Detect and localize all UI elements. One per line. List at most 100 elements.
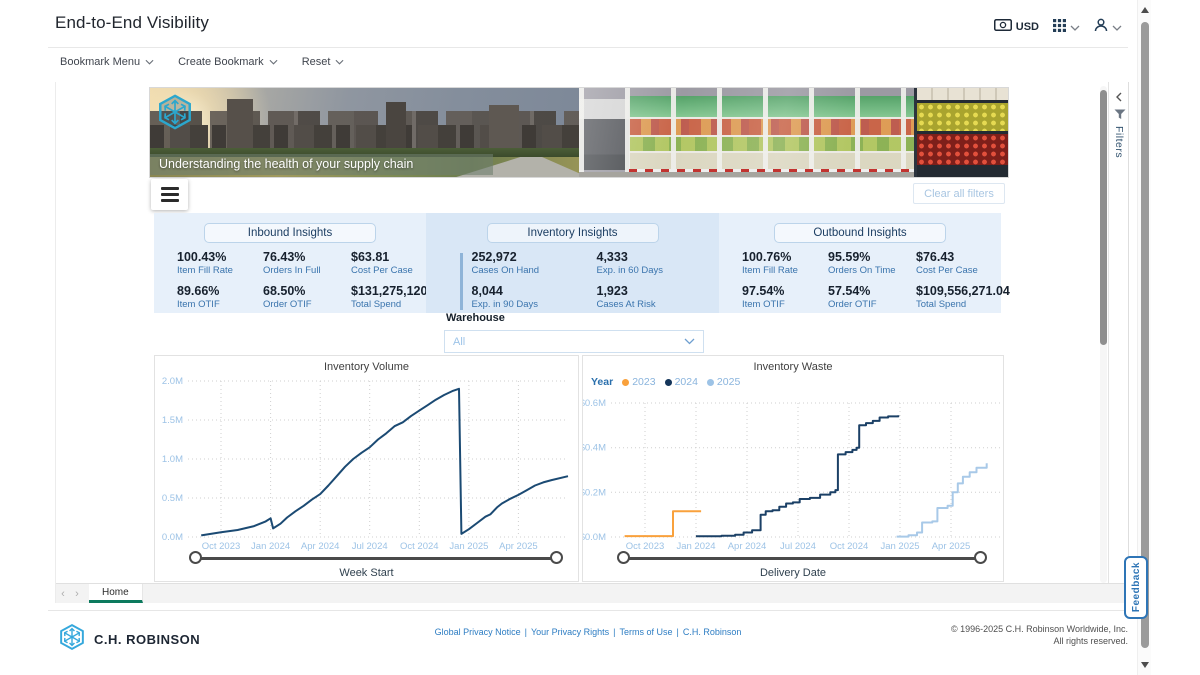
metric: $76.43 Cost Per Case <box>916 250 978 277</box>
slider-handle-right[interactable] <box>974 551 987 564</box>
page-tab-bar: ‹ › Home <box>56 583 1128 603</box>
header-actions: USD <box>993 18 1122 35</box>
currency-selector[interactable]: USD <box>993 19 1039 34</box>
svg-text:Jan 2025: Jan 2025 <box>880 541 919 552</box>
svg-text:Oct 2023: Oct 2023 <box>202 541 241 552</box>
svg-text:0.0M: 0.0M <box>162 532 183 543</box>
inventory-volume-chart: Inventory Volume 2.0M 1.5M 1.0M 0.5M 0.0M Oct… <box>154 355 579 582</box>
feedback-tab[interactable]: Feedback <box>1124 556 1148 619</box>
chevron-down-icon <box>335 56 344 68</box>
chevron-down-icon <box>684 336 695 348</box>
metric: 4,333 Exp. in 60 Days <box>596 250 664 277</box>
clear-all-filters-button[interactable]: Clear all filters <box>913 183 1005 204</box>
chart-x-axis-label: Week Start <box>339 567 394 579</box>
metric: 100.43% Item Fill Rate <box>177 250 233 277</box>
inventory-insights-panel: Inventory Insights 252,972 Cases On Hand … <box>426 213 719 313</box>
feedback-label: Feedback <box>1130 562 1142 613</box>
inventory-insights-toggle[interactable]: Inventory Insights <box>486 223 659 243</box>
svg-text:1.0M: 1.0M <box>162 454 183 465</box>
footer-brand: C.H. ROBINSON <box>58 623 200 656</box>
inventory-volume-plot: 2.0M 1.5M 1.0M 0.5M 0.0M Oct 2023 Jan 2024 Apr … <box>162 376 569 552</box>
menu-button[interactable] <box>151 179 188 210</box>
link-separator: | <box>613 627 616 637</box>
banner-produce-shelves <box>913 88 1008 177</box>
inbound-insights-toggle[interactable]: Inbound Insights <box>204 223 376 243</box>
svg-text:Oct 2024: Oct 2024 <box>830 541 869 552</box>
filters-pane[interactable]: Filters <box>1108 82 1129 583</box>
slider-handle-right[interactable] <box>550 551 563 564</box>
legend-entry-2023[interactable]: 2023 <box>622 376 656 388</box>
banner-truck-scene <box>579 88 914 177</box>
bookmark-menu-dropdown[interactable]: Bookmark Menu <box>60 56 154 68</box>
chevron-down-icon <box>1112 19 1122 34</box>
metric: 8,044 Exp. in 90 Days <box>471 284 539 311</box>
metric: $131,275,120.00 Total Spend <box>351 284 445 311</box>
slider-handle-left[interactable] <box>189 551 202 564</box>
create-bookmark-label: Create Bookmark <box>178 56 264 68</box>
footer-links: Global Privacy Notice | Your Privacy Right… <box>48 627 1128 637</box>
svg-text:2.0M: 2.0M <box>162 376 183 387</box>
link-your-privacy-rights[interactable]: Your Privacy Rights <box>530 627 610 637</box>
link-separator: | <box>676 627 679 637</box>
metric: 57.54% Order OTIF <box>828 284 877 311</box>
outbound-insights-toggle[interactable]: Outbound Insights <box>774 223 946 243</box>
chevron-down-icon <box>145 56 154 68</box>
svg-text:0.5M: 0.5M <box>162 493 183 504</box>
user-menu-button[interactable] <box>1094 18 1122 35</box>
metric: 89.66% Item OTIF <box>177 284 220 311</box>
svg-text:Jul 2024: Jul 2024 <box>352 541 388 552</box>
chart-x-axis-label: Delivery Date <box>759 567 827 579</box>
link-terms-of-use[interactable]: Terms of Use <box>619 627 673 637</box>
svg-text:Jan 2024: Jan 2024 <box>251 541 290 552</box>
svg-text:Apr 2025: Apr 2025 <box>499 541 538 552</box>
legend-dot <box>622 378 630 386</box>
banner-caption: Understanding the health of your supply … <box>150 154 494 175</box>
slider-handle-left[interactable] <box>617 551 630 564</box>
outbound-insights-panel: Outbound Insights 100.76% Item Fill Rate … <box>719 213 1010 313</box>
week-start-range-slider[interactable] <box>155 550 578 566</box>
tab-nav-next[interactable]: › <box>70 584 84 603</box>
apps-grid-button[interactable] <box>1053 18 1080 35</box>
site-footer: C.H. ROBINSON Global Privacy Notice | Your… <box>48 610 1128 670</box>
page-scrollbar[interactable] <box>1137 0 1151 675</box>
svg-text:Jan 2025: Jan 2025 <box>449 541 488 552</box>
slider-track[interactable] <box>195 557 557 560</box>
link-global-privacy-notice[interactable]: Global Privacy Notice <box>434 627 521 637</box>
report-toolbar: Bookmark Menu Create Bookmark Reset <box>60 56 344 68</box>
header-divider <box>48 47 1128 48</box>
svg-text:$0.4M: $0.4M <box>583 443 606 454</box>
reset-dropdown[interactable]: Reset <box>302 56 345 68</box>
inventory-waste-plot: $0.6M $0.4M $0.2M $0.0M Oct 2023 Jan 2024 Apr … <box>583 398 1002 552</box>
scroll-down-arrow[interactable] <box>1141 662 1149 668</box>
metric: $109,556,271.04 Total Spend <box>916 284 1010 311</box>
page-scrollbar-thumb[interactable] <box>1141 22 1149 648</box>
footer-copyright: © 1996-2025 C.H. Robinson Worldwide, Inc… <box>950 624 1128 646</box>
svg-text:$0.0M: $0.0M <box>583 532 606 543</box>
metric: 1,923 Cases At Risk <box>596 284 656 311</box>
link-chrobinson[interactable]: C.H. Robinson <box>682 627 742 637</box>
banknote-icon <box>993 19 1012 34</box>
legend-entry-2024[interactable]: 2024 <box>664 376 698 388</box>
tab-home[interactable]: Home <box>89 584 143 603</box>
report-scrollbar[interactable] <box>1100 86 1107 583</box>
warehouse-selected-value: All <box>453 335 466 348</box>
grid-icon <box>1053 18 1066 35</box>
create-bookmark-dropdown[interactable]: Create Bookmark <box>178 56 278 68</box>
warehouse-dropdown[interactable]: All <box>444 330 704 353</box>
svg-text:1.5M: 1.5M <box>162 415 183 426</box>
chevron-down-icon <box>1070 19 1080 34</box>
scroll-up-arrow[interactable] <box>1141 7 1149 13</box>
svg-text:Jul 2024: Jul 2024 <box>780 541 816 552</box>
svg-text:Oct 2023: Oct 2023 <box>626 541 665 552</box>
expand-filters-icon[interactable] <box>1115 89 1123 107</box>
tab-nav-prev[interactable]: ‹ <box>56 584 70 603</box>
funnel-icon <box>1114 107 1126 125</box>
slider-track[interactable] <box>623 557 981 560</box>
legend-entry-2025[interactable]: 2025 <box>706 376 740 388</box>
link-separator: | <box>524 627 527 637</box>
delivery-date-range-slider[interactable] <box>583 550 1003 566</box>
banner-image: Understanding the health of your supply … <box>149 87 1009 178</box>
chart-title: Inventory Volume <box>324 361 409 373</box>
svg-text:Apr 2025: Apr 2025 <box>932 541 971 552</box>
report-scrollbar-thumb[interactable] <box>1100 90 1107 345</box>
